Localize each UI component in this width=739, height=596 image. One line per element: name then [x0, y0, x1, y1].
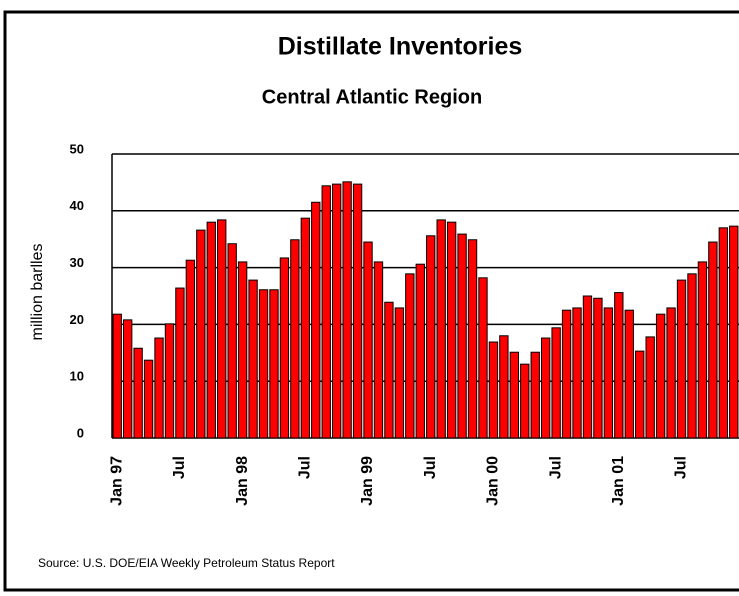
frame [3, 10, 739, 592]
x-tick-label: Jul [297, 456, 314, 479]
bar [196, 229, 206, 439]
bar [603, 307, 614, 439]
bar [122, 319, 133, 439]
bar [509, 351, 520, 439]
bar [593, 297, 603, 439]
x-tick-label: Jan 01 [610, 456, 627, 506]
bar [614, 292, 624, 439]
bar [363, 241, 373, 439]
bar [384, 301, 394, 439]
y-tick-label: 0 [77, 425, 84, 440]
bar [248, 279, 258, 439]
bar [342, 181, 352, 439]
bar [499, 335, 509, 439]
bar [415, 263, 425, 439]
chart-title: Distillate Inventories [278, 33, 523, 61]
x-tick-label: Jul [673, 456, 690, 479]
bar [687, 273, 697, 439]
bar [624, 309, 634, 439]
bar [457, 233, 467, 439]
x-tick-label: Jul [547, 456, 564, 479]
bar [154, 337, 164, 439]
bar [478, 277, 488, 439]
bar [718, 227, 729, 439]
bar [676, 279, 687, 439]
bar [436, 219, 446, 439]
bar [112, 313, 122, 439]
bar [331, 183, 342, 439]
bar [729, 225, 739, 439]
bar [540, 337, 551, 439]
x-tick-label: Jan 98 [234, 456, 251, 506]
bar [185, 259, 196, 439]
bar [352, 183, 363, 439]
bar [446, 221, 457, 439]
bar [321, 185, 331, 439]
y-tick-label: 30 [70, 255, 84, 270]
bar [373, 261, 384, 439]
bar [300, 217, 311, 439]
bar [237, 261, 248, 439]
bar [655, 313, 666, 439]
source-note: Source: U.S. DOE/EIA Weekly Petroleum St… [38, 556, 335, 570]
y-tick-label: 20 [70, 312, 84, 327]
y-axis-label: million barlles [29, 244, 46, 341]
bar [635, 350, 645, 439]
x-tick-label: Jan 99 [359, 456, 376, 506]
x-tick-label: Jan 00 [485, 456, 502, 506]
bar [269, 289, 279, 439]
bar [530, 351, 540, 439]
x-tick-label: Jul [422, 456, 439, 479]
chart-subtitle: Central Atlantic Region [262, 86, 482, 108]
bar [666, 307, 676, 439]
bar [311, 201, 321, 439]
bar [645, 336, 655, 439]
bar [572, 307, 582, 439]
bar [426, 235, 436, 439]
y-tick-label: 50 [70, 141, 84, 156]
y-tick-label: 40 [70, 198, 84, 213]
bar [405, 273, 415, 439]
bar [217, 219, 227, 439]
bar [279, 257, 290, 439]
bar [290, 239, 300, 439]
bar [697, 261, 708, 439]
bar [561, 309, 572, 439]
bar [206, 221, 216, 439]
bar [143, 359, 154, 439]
bar [164, 323, 175, 439]
bar [133, 347, 143, 439]
bar [708, 241, 718, 439]
bar [582, 295, 593, 439]
bar [551, 327, 561, 439]
bar [227, 243, 237, 439]
bar [467, 239, 478, 439]
bar [258, 289, 269, 439]
y-tick-label: 10 [70, 369, 84, 384]
x-tick-label: Jul [171, 456, 188, 479]
x-tick-label: Jan 97 [108, 456, 125, 506]
bar [520, 363, 530, 439]
bar [175, 287, 185, 439]
bar [488, 341, 499, 439]
bar [394, 307, 405, 439]
